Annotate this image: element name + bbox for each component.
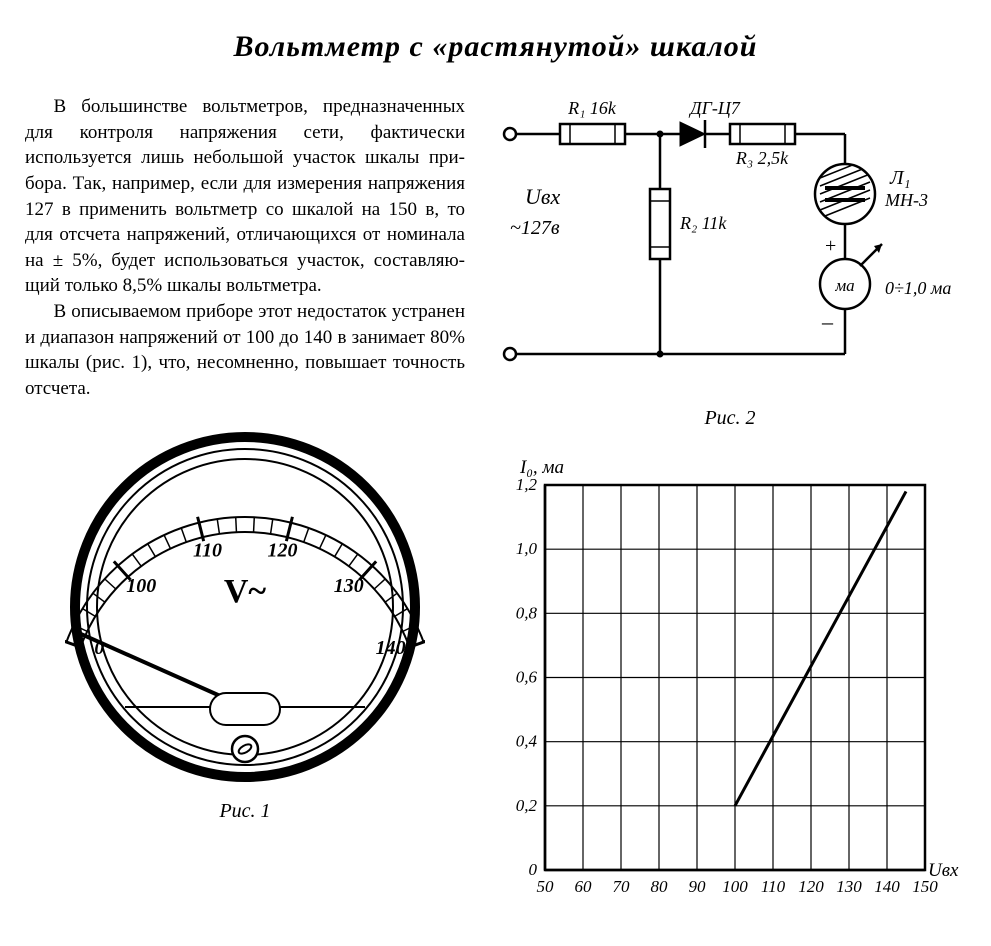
svg-text:0,8: 0,8 xyxy=(516,603,538,622)
svg-text:120: 120 xyxy=(798,877,824,896)
paragraph-1: В большинстве вольтметров, пред­назначен… xyxy=(25,94,465,299)
svg-text:60: 60 xyxy=(575,877,593,896)
svg-text:ма: ма xyxy=(834,276,854,295)
svg-text:R₁ 16k: R₁ 16k xyxy=(567,98,617,118)
voltmeter-drawing: 0100110120130140V~ xyxy=(65,427,425,787)
svg-text:1,2: 1,2 xyxy=(516,475,538,494)
svg-text:120: 120 xyxy=(267,539,297,561)
svg-text:V~: V~ xyxy=(224,573,267,610)
circuit-diagram: R₁ 16k ДГ-Ц7 R₃ 2,5k Л₁МН-3 + ма 0÷1,0 ма – R₂ 1… xyxy=(490,94,970,394)
page-title: Вольтметр с «растянутой» шкалой xyxy=(25,30,966,64)
svg-text:140: 140 xyxy=(874,877,900,896)
svg-text:80: 80 xyxy=(651,877,669,896)
svg-text:110: 110 xyxy=(193,539,222,561)
svg-text:0,6: 0,6 xyxy=(516,668,538,687)
svg-text:Л₁: Л₁ xyxy=(889,167,911,189)
figure-2-caption: Рис. 2 xyxy=(490,407,970,430)
svg-text:–: – xyxy=(821,309,834,334)
svg-text:1,0: 1,0 xyxy=(516,539,538,558)
svg-text:130: 130 xyxy=(334,575,364,597)
svg-text:150: 150 xyxy=(912,877,938,896)
figure-1-caption: Рис. 1 xyxy=(25,800,465,823)
io-vs-uin-chart: I₀, маUвх506070809010011012013014015000,… xyxy=(490,450,970,910)
svg-text:R₂ 11k: R₂ 11k xyxy=(679,213,727,233)
figure-1: 0100110120130140V~ Рис. 1 xyxy=(25,427,465,823)
svg-text:R₃ 2,5k: R₃ 2,5k xyxy=(735,148,789,168)
svg-text:0,4: 0,4 xyxy=(516,732,538,751)
svg-text:90: 90 xyxy=(689,877,707,896)
svg-text:Uвх: Uвх xyxy=(525,184,560,209)
right-column: R₁ 16k ДГ-Ц7 R₃ 2,5k Л₁МН-3 + ма 0÷1,0 ма – R₂ 1… xyxy=(490,94,970,915)
svg-text:100: 100 xyxy=(722,877,748,896)
content-columns: В большинстве вольтметров, пред­назначен… xyxy=(25,94,966,915)
paragraph-2: В описываемом приборе этот недо­статок у… xyxy=(25,299,465,402)
svg-text:МН-3: МН-3 xyxy=(884,190,928,210)
figure-chart: I₀, маUвх506070809010011012013014015000,… xyxy=(490,450,970,915)
svg-text:0: 0 xyxy=(529,860,538,879)
svg-text:110: 110 xyxy=(761,877,786,896)
svg-text:130: 130 xyxy=(836,877,862,896)
svg-text:50: 50 xyxy=(537,877,555,896)
svg-text:0,2: 0,2 xyxy=(516,796,538,815)
svg-text:140: 140 xyxy=(376,637,406,659)
svg-text:0÷1,0 ма: 0÷1,0 ма xyxy=(885,278,951,298)
figure-2: R₁ 16k ДГ-Ц7 R₃ 2,5k Л₁МН-3 + ма 0÷1,0 ма – R₂ 1… xyxy=(490,94,970,430)
left-column: В большинстве вольтметров, пред­назначен… xyxy=(25,94,465,915)
svg-text:~127в: ~127в xyxy=(510,217,560,239)
svg-text:ДГ-Ц7: ДГ-Ц7 xyxy=(688,98,741,118)
svg-text:+: + xyxy=(825,235,836,257)
svg-text:100: 100 xyxy=(126,575,156,597)
svg-text:70: 70 xyxy=(613,877,631,896)
